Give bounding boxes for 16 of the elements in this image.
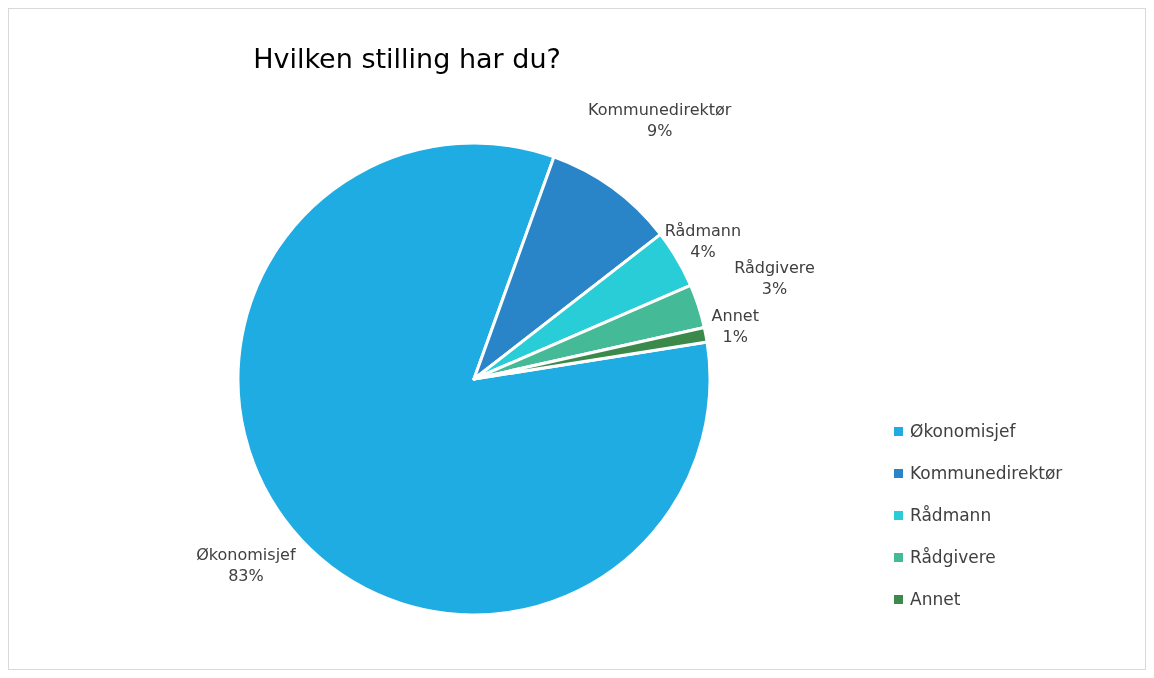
slice-label: Rådgivere — [734, 258, 815, 278]
data-label: 83% — [228, 565, 264, 585]
data-label: 4% — [690, 241, 716, 261]
data-label: 9% — [647, 121, 673, 141]
slice-label: Kommunedirektør — [588, 100, 732, 120]
legend-label: Rådgivere — [910, 547, 996, 567]
legend-label: Rådmann — [910, 505, 992, 525]
legend-label: Økonomisjef — [910, 421, 1017, 441]
slice-label: Økonomisjef — [196, 544, 296, 564]
chart-title: Hvilken stilling har du? — [253, 43, 561, 74]
legend-label: Annet — [910, 589, 961, 609]
data-label: 1% — [722, 327, 748, 347]
legend-label: Kommunedirektør — [910, 463, 1063, 483]
slice-label: Annet — [711, 306, 759, 326]
data-label: 3% — [761, 279, 788, 299]
slice-label: Rådmann — [664, 220, 742, 240]
